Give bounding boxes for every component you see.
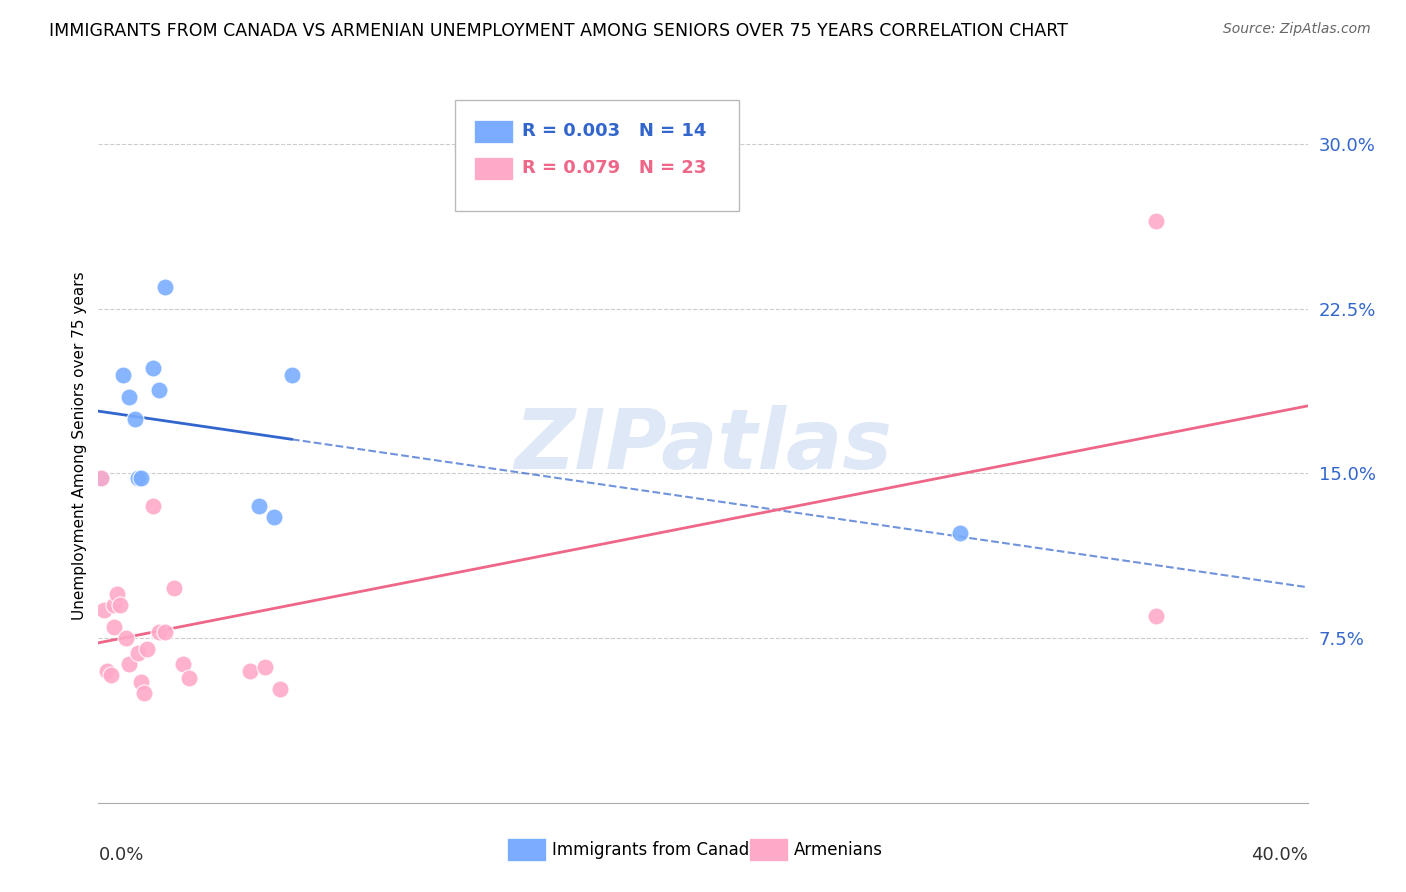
Point <box>148 624 170 639</box>
Text: Immigrants from Canada: Immigrants from Canada <box>551 841 759 859</box>
Point <box>127 647 149 661</box>
Point <box>1144 214 1167 228</box>
Text: Armenians: Armenians <box>793 841 883 859</box>
Text: 40.0%: 40.0% <box>1251 846 1308 863</box>
Point <box>129 471 152 485</box>
Point <box>281 368 304 382</box>
Point <box>153 280 176 294</box>
Point <box>949 525 972 540</box>
Point <box>239 664 262 678</box>
FancyBboxPatch shape <box>474 157 513 180</box>
Point <box>118 390 141 404</box>
Point <box>90 471 112 485</box>
FancyBboxPatch shape <box>508 838 546 862</box>
Point <box>142 500 165 514</box>
Point <box>263 510 285 524</box>
Point <box>96 664 118 678</box>
Point <box>90 471 112 485</box>
Text: IMMIGRANTS FROM CANADA VS ARMENIAN UNEMPLOYMENT AMONG SENIORS OVER 75 YEARS CORR: IMMIGRANTS FROM CANADA VS ARMENIAN UNEMP… <box>49 22 1069 40</box>
Text: R = 0.079   N = 23: R = 0.079 N = 23 <box>522 160 706 178</box>
Text: 0.0%: 0.0% <box>98 846 143 863</box>
Point <box>132 686 155 700</box>
Point <box>135 642 157 657</box>
Point <box>129 675 152 690</box>
Point <box>179 671 201 685</box>
Point <box>253 659 276 673</box>
Point <box>103 620 125 634</box>
Point <box>127 471 149 485</box>
Text: Source: ZipAtlas.com: Source: ZipAtlas.com <box>1223 22 1371 37</box>
Point <box>93 602 115 616</box>
Point <box>269 681 291 696</box>
Y-axis label: Unemployment Among Seniors over 75 years: Unemployment Among Seniors over 75 years <box>72 272 87 620</box>
Point <box>114 631 136 645</box>
Point <box>172 657 194 672</box>
Text: R = 0.003   N = 14: R = 0.003 N = 14 <box>522 122 706 140</box>
Text: ZIPatlas: ZIPatlas <box>515 406 891 486</box>
Point <box>111 368 134 382</box>
FancyBboxPatch shape <box>474 120 513 143</box>
Point <box>118 657 141 672</box>
Point <box>108 598 131 612</box>
Point <box>153 624 176 639</box>
Point <box>103 598 125 612</box>
Point <box>124 411 146 425</box>
Point <box>100 668 122 682</box>
Point <box>148 383 170 397</box>
FancyBboxPatch shape <box>749 838 787 862</box>
Point <box>247 500 270 514</box>
Point <box>1144 609 1167 624</box>
Point <box>142 361 165 376</box>
Point <box>105 587 128 601</box>
FancyBboxPatch shape <box>456 100 740 211</box>
Point <box>163 581 186 595</box>
